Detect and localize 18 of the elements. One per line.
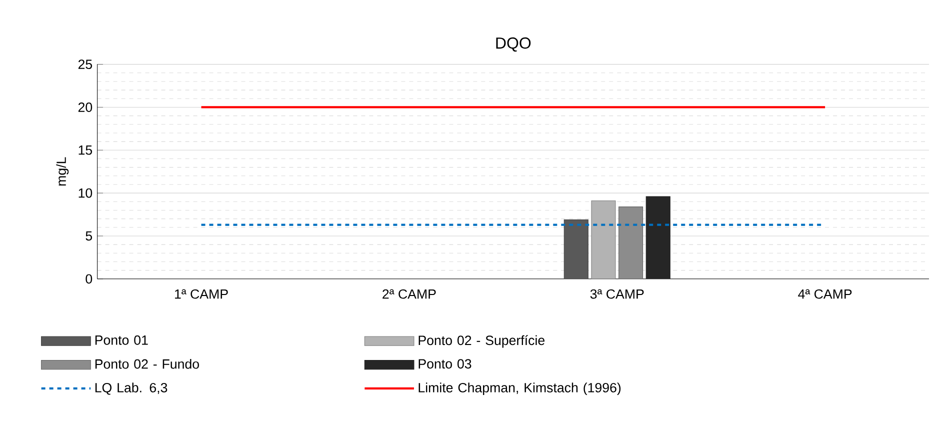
x-tick-label: 3ª CAMP bbox=[590, 290, 644, 299]
y-tick-label: 10 bbox=[78, 188, 92, 198]
y-axis-title: mg/L bbox=[56, 157, 69, 186]
legend-label: Limite Chapman, Kimstach (1996) bbox=[418, 382, 621, 396]
legend-label: Ponto 02 - Fundo bbox=[95, 359, 199, 369]
legend-label: Ponto 01 bbox=[95, 336, 148, 346]
legend-label: Ponto 02 - Superfície bbox=[418, 335, 544, 348]
y-tick-label: 25 bbox=[78, 60, 92, 70]
legend-label: Ponto 03 bbox=[418, 359, 472, 369]
chart-title: DQO bbox=[496, 38, 531, 52]
y-tick-label: 5 bbox=[86, 232, 92, 241]
legend-label: LQ Lab. 6,3 bbox=[95, 382, 168, 396]
x-tick-label: 1ª CAMP bbox=[175, 290, 228, 299]
y-tick-label: 20 bbox=[78, 102, 92, 112]
x-tick-label: 2ª CAMP bbox=[382, 290, 436, 299]
y-tick-label: 15 bbox=[78, 146, 92, 156]
y-tick-label: 0 bbox=[86, 274, 92, 284]
x-tick-label: 4ª CAMP bbox=[798, 290, 852, 299]
